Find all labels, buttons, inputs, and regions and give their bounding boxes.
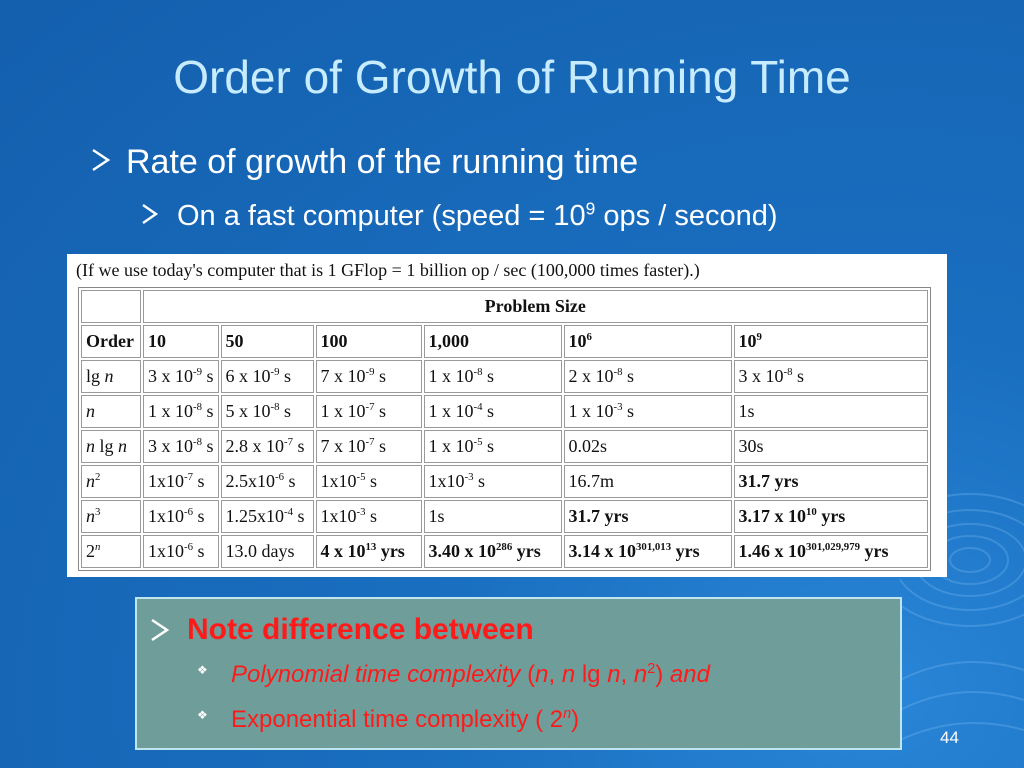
note-item-1-text: Polynomial time complexity (n, n lg n, n…: [231, 661, 710, 688]
table-cell: 16.7m: [563, 465, 732, 498]
arrow-bullet-icon: [90, 147, 112, 173]
table-cell: 2.8 x 10-7 s: [220, 430, 314, 463]
row-order-cell: n3: [81, 500, 141, 533]
table-cell: 1x10-3 s: [423, 465, 562, 498]
table-row: n2 1x10-7 s 2.5x10-6 s 1x10-5 s 1x10-3 s 16.7…: [81, 465, 928, 498]
table-cell: 0.02s: [563, 430, 732, 463]
table-cell: 1x10-3 s: [315, 500, 422, 533]
table-cell: 1 x 10-3 s: [563, 395, 732, 428]
row-order-cell: 2n: [81, 535, 141, 568]
column-header: 109: [733, 325, 928, 358]
note-box: Note difference between ❖ Polynomial tim…: [135, 597, 902, 750]
table-cell: 1 x 10-5 s: [423, 430, 562, 463]
table-cell: 2 x 10-8 s: [563, 360, 732, 393]
table-row: 2n 1x10-6 s 13.0 days 4 x 1013 yrs 3.40 x 10…: [81, 535, 928, 568]
table-cell: 1x10-7 s: [143, 465, 219, 498]
column-header: 50: [220, 325, 314, 358]
table-cell: 1.25x10-4 s: [220, 500, 314, 533]
growth-table-image: (If we use today's computer that is 1 GF…: [67, 254, 947, 577]
table-header-row: Order 10 50 100 1,000 106 109: [81, 325, 928, 358]
table-cell: 1x10-5 s: [315, 465, 422, 498]
diamond-bullet-icon: ❖: [197, 663, 208, 677]
growth-table: Problem Size Order 10 50 100 1,000 106 1…: [78, 287, 931, 571]
table-cell: 1 x 10-4 s: [423, 395, 562, 428]
table-cell: 2.5x10-6 s: [220, 465, 314, 498]
column-header: 106: [563, 325, 732, 358]
table-cell: 3.17 x 1010 yrs: [733, 500, 928, 533]
table-cell: 3 x 10-8 s: [733, 360, 928, 393]
table-header-group-row: Problem Size: [81, 290, 928, 323]
diamond-bullet-icon: ❖: [197, 708, 208, 722]
bullet-1-text: Rate of growth of the running time: [126, 143, 639, 181]
bullet-2-text: On a fast computer (speed = 109 ops / se…: [177, 198, 778, 232]
table-cell: 13.0 days: [220, 535, 314, 568]
row-order-cell: n2: [81, 465, 141, 498]
row-order-cell: lg n: [81, 360, 141, 393]
row-order-cell: n lg n: [81, 430, 141, 463]
note-item-2-text: Exponential time complexity ( 2n): [231, 706, 580, 733]
table-cell: 31.7 yrs: [733, 465, 928, 498]
table-cell: 1.46 x 10301,029,979 yrs: [733, 535, 928, 568]
table-cell: 1s: [423, 500, 562, 533]
table-cell: 7 x 10-9 s: [315, 360, 422, 393]
table-caption: (If we use today's computer that is 1 GF…: [76, 260, 700, 280]
table-cell: 5 x 10-8 s: [220, 395, 314, 428]
problem-size-header: Problem Size: [143, 290, 928, 323]
table-cell: 1 x 10-8 s: [143, 395, 219, 428]
table-cell: 1x10-6 s: [143, 500, 219, 533]
table-cell: 31.7 yrs: [563, 500, 732, 533]
note-heading-text: Note difference between: [187, 613, 534, 646]
page-number: 44: [940, 728, 959, 747]
column-header: Order: [81, 325, 141, 358]
table-cell: 3 x 10-9 s: [143, 360, 219, 393]
table-row: n3 1x10-6 s 1.25x10-4 s 1x10-3 s 1s 31.7 yrs 3…: [81, 500, 928, 533]
row-order-cell: n: [81, 395, 141, 428]
table-cell: 3 x 10-8 s: [143, 430, 219, 463]
column-header: 10: [143, 325, 219, 358]
slide-title: Order of Growth of Running Time: [173, 51, 851, 103]
table-cell: 7 x 10-7 s: [315, 430, 422, 463]
table-cell: 1x10-6 s: [143, 535, 219, 568]
table-cell: 4 x 1013 yrs: [315, 535, 422, 568]
table-cell: 1 x 10-7 s: [315, 395, 422, 428]
table-cell: 30s: [733, 430, 928, 463]
column-header: 100: [315, 325, 422, 358]
table-cell: 6 x 10-9 s: [220, 360, 314, 393]
ripple-decoration: [900, 493, 1024, 741]
arrow-bullet-icon: [140, 202, 160, 226]
arrow-bullet-icon: [149, 617, 171, 643]
table-cell: 1 x 10-8 s: [423, 360, 562, 393]
table-cell: 3.14 x 10301,013 yrs: [563, 535, 732, 568]
column-header: 1,000: [423, 325, 562, 358]
table-cell: 1s: [733, 395, 928, 428]
table-cell: 3.40 x 10286 yrs: [423, 535, 562, 568]
